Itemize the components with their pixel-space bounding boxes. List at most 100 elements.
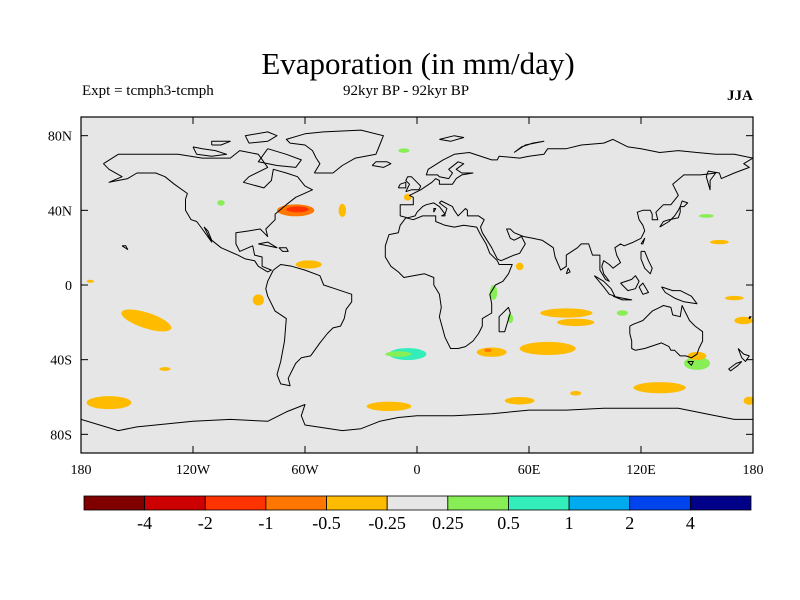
coastline (258, 241, 278, 249)
coastline (640, 237, 646, 245)
lat-label: 80S (50, 428, 72, 443)
anomaly-patch (616, 310, 628, 316)
lon-label: 60E (518, 463, 541, 478)
period-label: 92kyr BP - 92kyr BP (343, 83, 470, 99)
lon-label: 0 (414, 463, 421, 478)
anomaly-patch (295, 260, 322, 269)
season-label: JJA (727, 88, 753, 104)
lat-label: 40N (48, 204, 72, 219)
anomaly-patch (557, 318, 595, 327)
coastline (661, 286, 698, 305)
anomaly-patches (86, 148, 753, 412)
coastline (439, 135, 465, 142)
coastline (640, 250, 653, 275)
anomaly-patch (519, 341, 576, 356)
lon-label: 120E (626, 463, 656, 478)
colorbar-swatch (326, 495, 388, 511)
lon-label: 60W (291, 463, 319, 478)
anomaly-patch (540, 308, 593, 318)
coastline (498, 306, 511, 333)
coastline (433, 208, 437, 213)
anomaly-patch (504, 397, 535, 405)
coastline (81, 404, 753, 432)
coastline (371, 161, 392, 168)
colorbar-swatch (144, 495, 206, 511)
experiment-label: Expt = tcmph3-tcmph (82, 83, 214, 99)
coastline (121, 245, 129, 250)
coastline (103, 150, 313, 273)
coastline (257, 148, 302, 168)
anomaly-patch (725, 295, 744, 301)
coastline (679, 200, 689, 208)
anomaly-patch (570, 391, 582, 396)
lon-label: 180 (71, 463, 92, 478)
colorbar-swatch (204, 495, 267, 511)
colorbar-swatch (629, 495, 691, 511)
coastline (620, 275, 640, 292)
coastline (397, 181, 407, 189)
axis-ticks: 80N 40N 0 40S 80S 180 120W 60W 0 60E 120E 180 (48, 117, 764, 478)
coastlines (81, 129, 753, 432)
coastline (285, 129, 384, 174)
anomaly-patch (710, 239, 729, 245)
anomaly-patch (683, 356, 711, 370)
anomaly-patch (86, 279, 95, 283)
plot-title: Evaporation (in mm/day) (261, 46, 575, 81)
coastline (265, 264, 353, 387)
anomaly-patch (338, 203, 347, 217)
colorbar-label: -1 (258, 513, 273, 533)
coastline (441, 213, 446, 217)
colorbar-label: -0.25 (368, 513, 406, 533)
anomaly-patch (743, 396, 753, 405)
anomaly-patch (515, 262, 524, 271)
anomaly-patch (398, 148, 410, 153)
coastline (748, 316, 752, 320)
lat-label: 80N (48, 130, 72, 145)
colorbar-label: 2 (625, 513, 634, 533)
coastline (659, 206, 681, 228)
anomaly-patch (217, 200, 225, 206)
coastline (629, 305, 704, 359)
anomaly-patch (734, 316, 753, 325)
coastline (384, 215, 513, 349)
anomaly-patch (484, 348, 492, 353)
anomaly-patch (252, 294, 264, 306)
coastline (211, 140, 231, 146)
colorbar-label: 4 (686, 513, 695, 533)
coastline (192, 146, 228, 157)
anomaly-patch (286, 206, 309, 213)
colorbar-label: -0.5 (312, 513, 341, 533)
coastline (737, 348, 750, 362)
colorbar-swatch (386, 495, 449, 511)
colorbar-swatch (83, 495, 146, 511)
anomaly-patch (86, 396, 132, 410)
coastline (405, 176, 422, 193)
coastline (513, 140, 545, 153)
colorbar-swatch (265, 495, 327, 511)
lon-label: 180 (743, 463, 764, 478)
lat-label: 0 (65, 279, 72, 294)
coastline (638, 282, 649, 295)
coastline (399, 138, 753, 282)
anomaly-patch (698, 214, 714, 218)
coastline (612, 295, 633, 301)
colorbar-label: -2 (198, 513, 213, 533)
colorbar-label: 0.25 (432, 513, 464, 533)
map-background (81, 117, 753, 453)
anomaly-patch (385, 351, 412, 357)
colorbar-swatch (447, 495, 509, 511)
coastline (244, 131, 278, 144)
lon-label: 120W (176, 463, 211, 478)
colorbar-swatch (568, 495, 631, 511)
anomaly-patch (476, 347, 507, 357)
colorbar-swatch (689, 495, 752, 511)
colorbar-label: -4 (137, 513, 152, 533)
colorbar-label: 1 (565, 513, 574, 533)
colorbar-label: 0.5 (497, 513, 520, 533)
anomaly-patch (633, 382, 686, 394)
anomaly-patch (489, 285, 498, 300)
anomaly-patch (159, 367, 171, 371)
lat-label: 40S (50, 354, 72, 369)
anomaly-patch (121, 309, 172, 332)
